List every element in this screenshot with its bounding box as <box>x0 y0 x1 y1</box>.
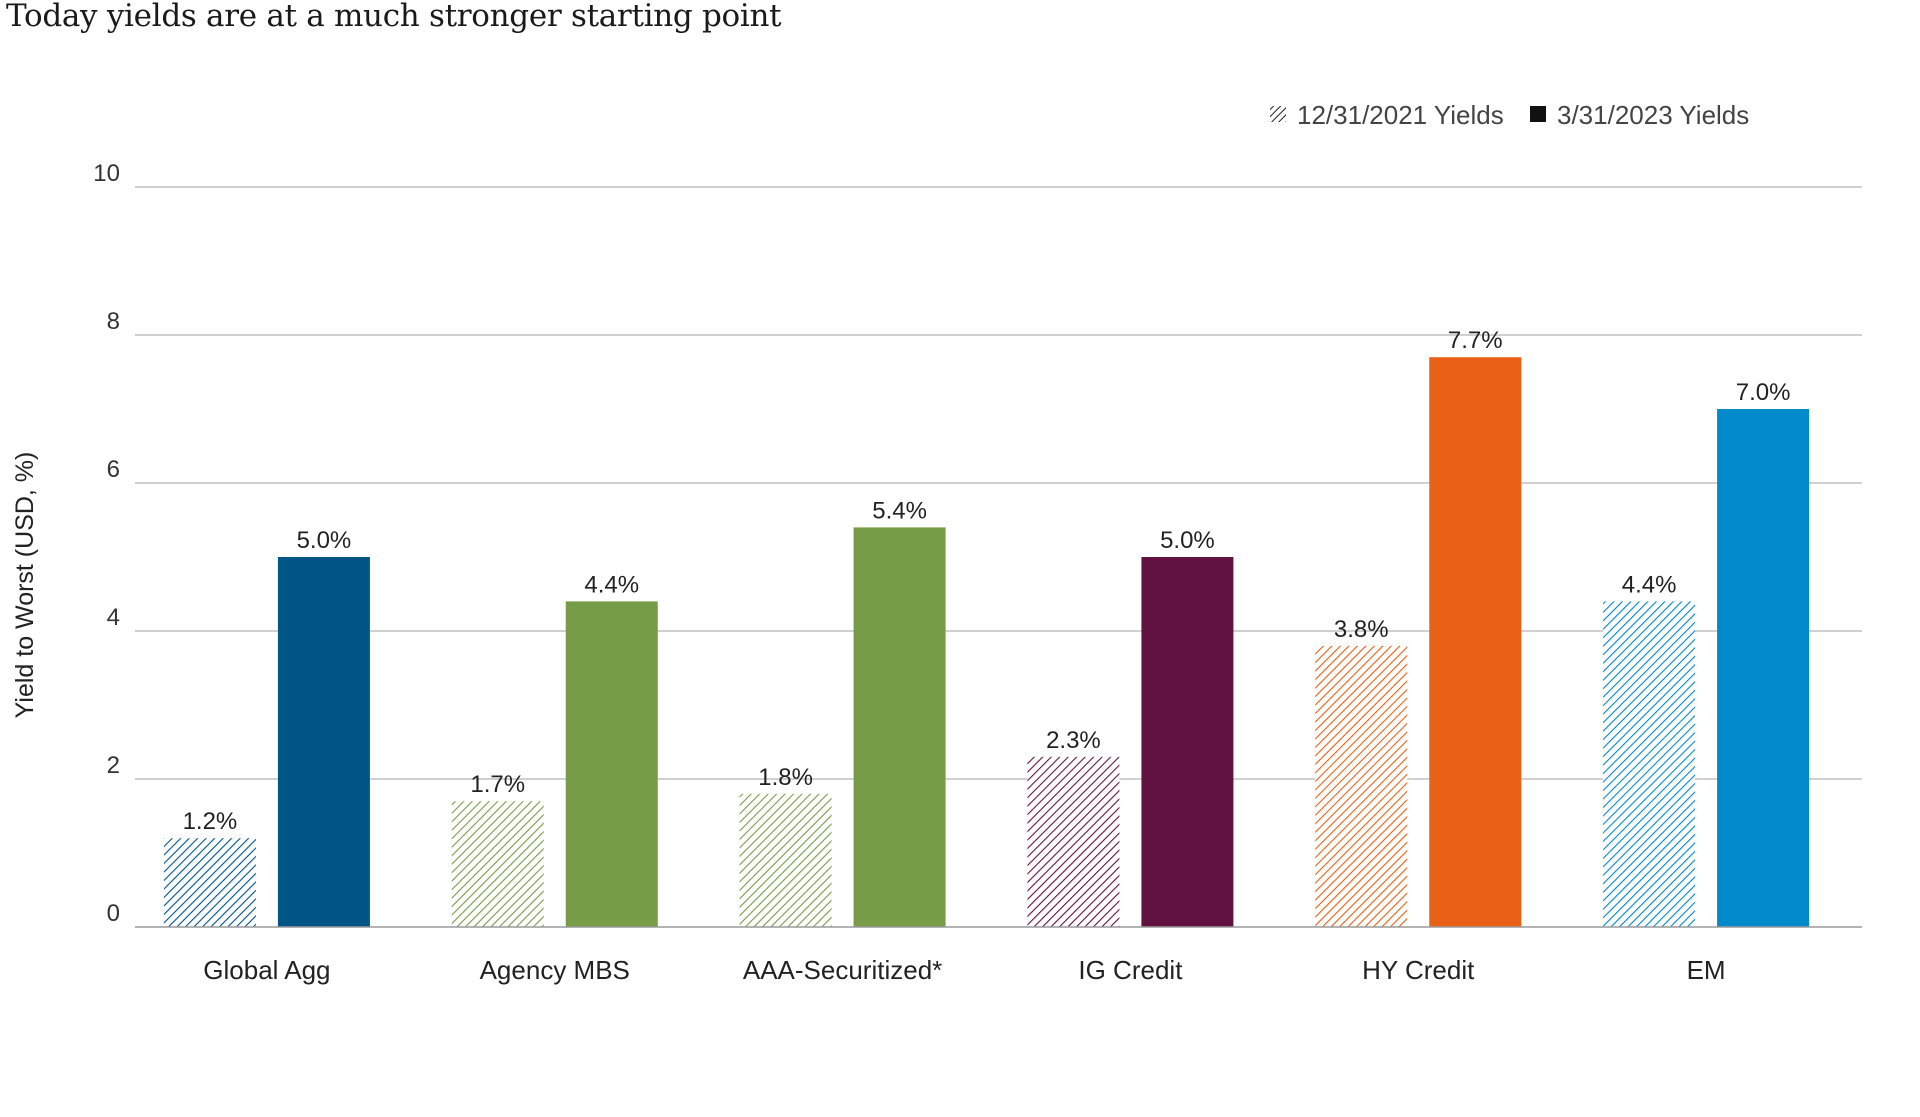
y-tick-label: 10 <box>93 160 120 187</box>
x-category-label: Global Agg <box>203 955 330 985</box>
y-axis-label: Yield to Worst (USD, %) <box>11 452 39 719</box>
y-tick-label: 6 <box>107 456 120 483</box>
legend-swatch-2021 <box>1270 106 1286 122</box>
x-category-label: AAA-Securitized* <box>743 955 942 985</box>
bar-2021-aaa-securitized- <box>739 793 832 927</box>
data-label: 7.0% <box>1736 379 1791 406</box>
y-tick-label: 4 <box>107 604 120 631</box>
bar-2023-agency-mbs <box>565 601 658 927</box>
bar-2021-hy-credit <box>1315 645 1408 927</box>
x-category-label: HY Credit <box>1362 955 1475 985</box>
data-label: 7.7% <box>1448 327 1503 354</box>
y-tick-label: 8 <box>107 308 120 335</box>
x-category-label: EM <box>1687 955 1726 985</box>
data-label: 1.2% <box>183 808 238 835</box>
y-tick-label: 2 <box>107 752 120 779</box>
bar-2023-hy-credit <box>1429 357 1522 927</box>
y-tick-label: 0 <box>107 900 120 927</box>
data-label: 5.0% <box>1160 527 1215 554</box>
bar-2023-aaa-securitized- <box>853 527 946 927</box>
data-label: 3.8% <box>1334 616 1389 643</box>
bar-2021-global-agg <box>163 838 256 927</box>
x-axis-categories: Global Agg Agency MBS AAA-Securitized* IG C… <box>203 955 1725 985</box>
bar-2023-global-agg <box>277 557 370 927</box>
gridlines <box>135 186 1862 780</box>
data-label: 2.3% <box>1046 727 1101 754</box>
bar-2023-ig-credit <box>1141 557 1234 927</box>
data-labels: 1.2% 5.0% 1.7% 4.4% 1.8% 5.4% 2.3% 5.0% 3.8% 7.7%… <box>183 327 1791 835</box>
legend: 12/31/2021 Yields 3/31/2023 Yields <box>1270 100 1749 130</box>
legend-swatch-2023 <box>1530 106 1546 122</box>
bar-2021-ig-credit <box>1027 756 1120 927</box>
chart-title: Today yields are at a much stronger star… <box>6 0 782 34</box>
data-label: 5.0% <box>297 527 352 554</box>
data-label: 5.4% <box>872 497 927 524</box>
data-label: 4.4% <box>584 571 639 598</box>
x-category-label: IG Credit <box>1078 955 1183 985</box>
legend-label: 12/31/2021 Yields <box>1297 100 1504 130</box>
bar-2021-agency-mbs <box>451 801 544 927</box>
y-axis-ticks: 0 2 4 6 8 10 <box>93 160 120 927</box>
data-label: 1.8% <box>758 764 813 791</box>
data-label: 1.7% <box>470 771 525 798</box>
data-label: 4.4% <box>1622 571 1677 598</box>
bars <box>163 357 1810 927</box>
legend-label: 3/31/2023 Yields <box>1557 100 1749 130</box>
bar-2023-em <box>1717 409 1810 927</box>
bar-2021-em <box>1603 601 1696 927</box>
x-category-label: Agency MBS <box>480 955 630 985</box>
